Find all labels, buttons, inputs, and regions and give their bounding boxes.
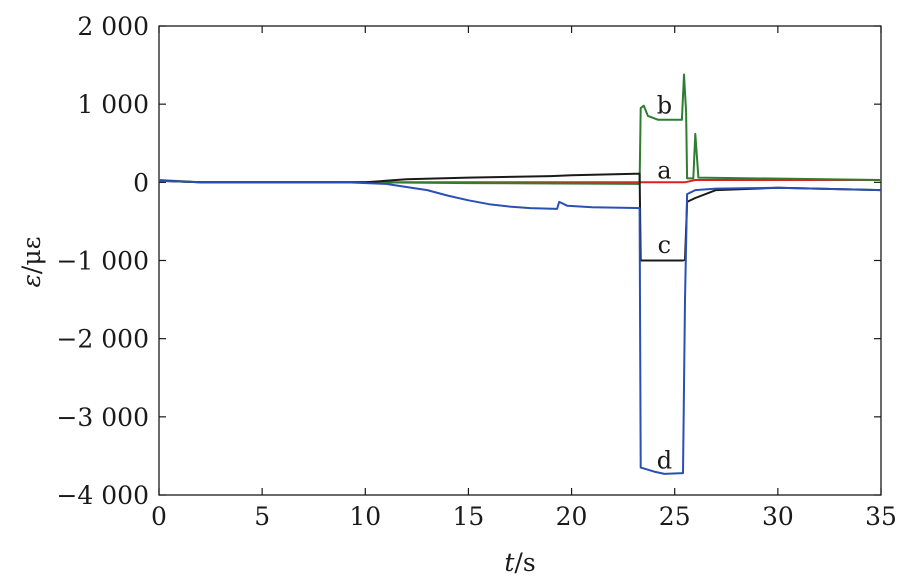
y-tick-label: 1 000 <box>77 90 149 119</box>
tick-marks <box>158 25 882 496</box>
series-d-line <box>158 179 882 475</box>
x-tick-label: 0 <box>151 502 167 531</box>
series-lines <box>158 73 882 475</box>
y-tick-labels: 2 000 1 000 0 −1 000 −2 000 −3 000 −4 000 <box>56 12 149 510</box>
curve-label-d: d <box>657 447 672 475</box>
x-tick-label: 35 <box>865 502 897 531</box>
series-b-line <box>158 73 882 185</box>
y-tick-label: −4 000 <box>56 481 149 510</box>
curve-label-a: a <box>657 157 671 185</box>
y-tick-label: 2 000 <box>77 12 149 41</box>
y-tick-label: 0 <box>133 168 149 197</box>
x-axis-var: t <box>504 548 515 577</box>
x-tick-label: 25 <box>659 502 691 531</box>
x-axis-label: t/s <box>504 548 535 577</box>
y-tick-label: −1 000 <box>56 247 149 276</box>
y-axis-var: ε <box>17 274 46 287</box>
x-axis-unit: /s <box>514 548 535 577</box>
x-tick-label: 20 <box>556 502 588 531</box>
curve-label-c: c <box>658 231 671 259</box>
x-tick-labels: 0 5 10 15 20 25 30 35 <box>151 502 897 531</box>
x-tick-label: 15 <box>453 502 485 531</box>
curve-label-b: b <box>657 92 672 120</box>
y-tick-label: −2 000 <box>56 325 149 354</box>
y-axis-label: ε/με <box>17 236 46 287</box>
curve-labels: a b c d <box>657 92 672 475</box>
y-axis-unit: /με <box>17 236 46 274</box>
y-tick-label: −3 000 <box>56 403 149 432</box>
x-tick-label: 10 <box>349 502 381 531</box>
x-tick-label: 30 <box>762 502 794 531</box>
plot-frame <box>158 25 882 496</box>
series-c-line <box>158 172 882 262</box>
x-tick-label: 5 <box>254 502 270 531</box>
